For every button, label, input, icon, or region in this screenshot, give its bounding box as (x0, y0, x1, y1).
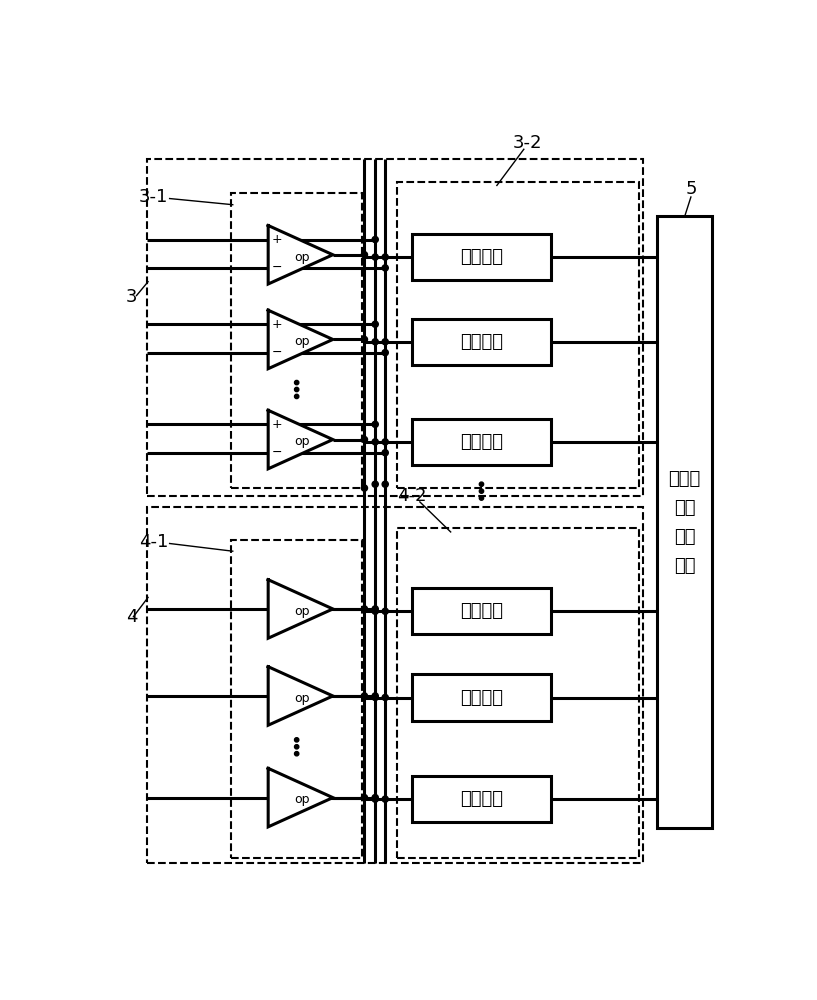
Text: 滤波电路: 滤波电路 (460, 248, 503, 266)
Circle shape (361, 436, 368, 443)
Circle shape (372, 236, 378, 243)
Bar (397, 182, 640, 488)
Text: −: − (272, 446, 283, 459)
Circle shape (480, 482, 484, 486)
Bar (412, 234, 551, 280)
Circle shape (372, 694, 378, 701)
Circle shape (361, 252, 368, 258)
Circle shape (382, 254, 388, 260)
Bar (146, 507, 643, 863)
Bar (412, 674, 551, 721)
Text: 滤波电路: 滤波电路 (460, 433, 503, 451)
Polygon shape (268, 667, 333, 725)
Bar (412, 319, 551, 365)
Text: 滤波电路: 滤波电路 (460, 602, 503, 620)
Text: +: + (272, 418, 283, 431)
Circle shape (372, 608, 378, 614)
Circle shape (382, 265, 388, 271)
Text: op: op (294, 605, 310, 618)
Text: +: + (272, 233, 283, 246)
Text: 3-1: 3-1 (139, 188, 168, 206)
Circle shape (372, 796, 378, 802)
Text: 滤波电路: 滤波电路 (460, 333, 503, 351)
Text: 滤波电路: 滤波电路 (460, 688, 503, 706)
Circle shape (382, 450, 388, 456)
Text: op: op (294, 335, 310, 348)
Bar (231, 540, 362, 858)
Bar (231, 193, 362, 488)
Circle shape (382, 350, 388, 356)
Text: 4-2: 4-2 (397, 487, 426, 505)
Circle shape (382, 796, 388, 802)
Circle shape (372, 254, 378, 260)
Circle shape (382, 694, 388, 701)
Text: op: op (294, 793, 310, 806)
Polygon shape (268, 580, 333, 638)
Circle shape (294, 387, 299, 392)
Circle shape (361, 485, 368, 491)
Circle shape (294, 752, 299, 756)
Circle shape (480, 496, 484, 500)
Polygon shape (268, 768, 333, 827)
Circle shape (294, 745, 299, 749)
Circle shape (361, 336, 368, 343)
Text: 滤波电路: 滤波电路 (460, 790, 503, 808)
Text: 4-1: 4-1 (139, 533, 168, 551)
Circle shape (294, 738, 299, 742)
Circle shape (372, 321, 378, 327)
Text: 5: 5 (685, 180, 697, 198)
Circle shape (294, 394, 299, 399)
Text: op: op (294, 251, 310, 264)
Circle shape (372, 606, 378, 612)
Polygon shape (268, 310, 333, 369)
Bar (657, 216, 712, 828)
Polygon shape (268, 225, 333, 284)
Text: 传感器
信号
采集
模块: 传感器 信号 采集 模块 (668, 470, 701, 575)
Text: op: op (294, 435, 310, 448)
Circle shape (372, 481, 378, 487)
Bar (412, 776, 551, 822)
Circle shape (361, 606, 368, 612)
Circle shape (372, 339, 378, 345)
Circle shape (382, 608, 388, 614)
Bar (412, 588, 551, 634)
Circle shape (372, 795, 378, 801)
Text: −: − (272, 346, 283, 359)
Bar (397, 528, 640, 858)
Circle shape (382, 439, 388, 445)
Text: 3-2: 3-2 (512, 134, 542, 152)
Circle shape (480, 489, 484, 493)
Circle shape (372, 421, 378, 427)
Polygon shape (268, 410, 333, 469)
Text: op: op (294, 692, 310, 705)
Circle shape (372, 439, 378, 445)
Circle shape (382, 339, 388, 345)
Text: −: − (272, 261, 283, 274)
Bar (146, 158, 643, 496)
Circle shape (361, 795, 368, 801)
Text: 3: 3 (126, 288, 137, 306)
Circle shape (382, 481, 388, 487)
Circle shape (294, 380, 299, 385)
Text: +: + (272, 318, 283, 331)
Circle shape (372, 693, 378, 699)
Text: 4: 4 (126, 608, 137, 626)
Circle shape (361, 693, 368, 699)
Bar (412, 419, 551, 465)
